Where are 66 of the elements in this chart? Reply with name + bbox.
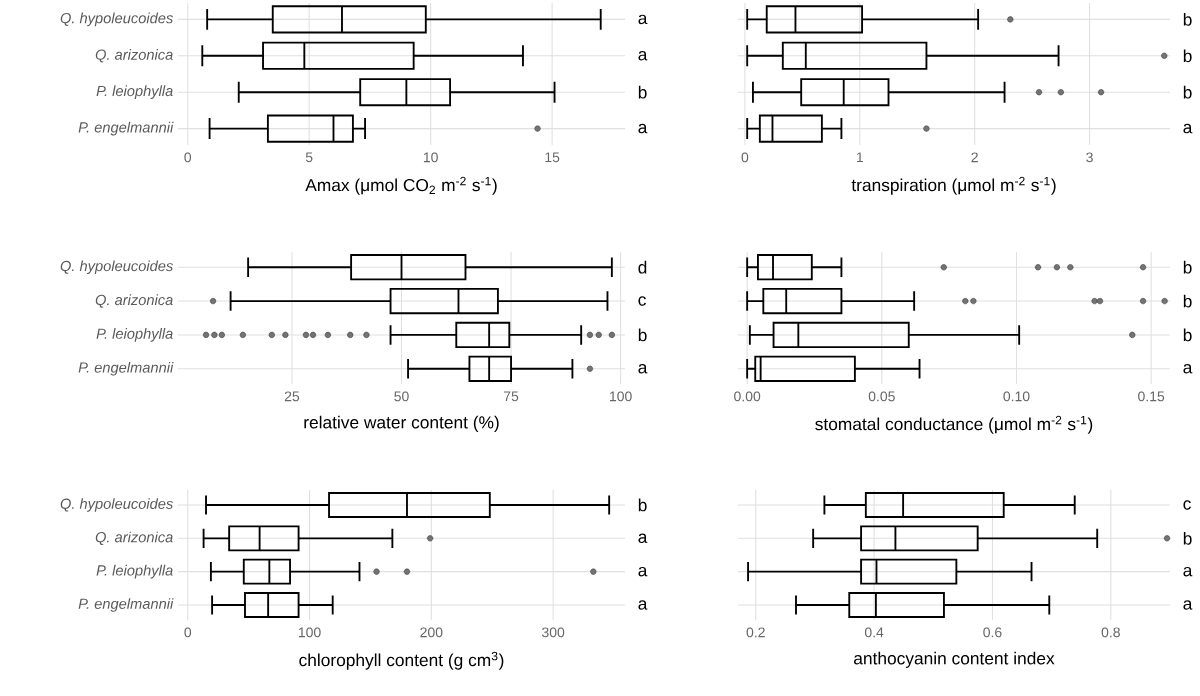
text: a [638,123,648,134]
text: a [638,533,648,544]
text: a [638,51,648,61]
x-tick-label: 0.6 [983,627,1002,638]
text: b [1183,260,1192,274]
y-tick-label: Q. arizonica [95,294,173,308]
y-tick-label: P. leiophylla [96,85,173,100]
x-tick-label: 2 [971,152,978,163]
y-tick-label: Q. hypoleucoides [60,260,173,275]
text: b [638,328,647,342]
y-tick-label: P. leiophylla [96,328,173,342]
text: a [1183,364,1193,374]
text: b [1183,531,1192,545]
x-tick-label: 200 [420,627,443,638]
x-tick-label: 0 [184,152,192,163]
x-axis-title: stomatal conductance (μmol m$^{-2}$ s$^{-1}$) [815,415,1093,434]
y-tick-label: P. engelmannii [78,598,174,612]
y-tick-label: P. leiophylla [96,564,173,579]
x-tick-label: 0.8 [1101,627,1120,638]
x-tick-label: 0.05 [868,391,895,402]
text: a [638,566,648,577]
y-tick-label: Q. arizonica [95,49,173,63]
text: a [1183,600,1193,610]
x-tick-label: 0 [741,152,749,163]
x-tick-label: 300 [541,627,565,638]
x-axis-title: transpiration (μmol m$^{-2}$ s$^{-1}$) [851,176,1056,195]
x-tick-label: 15 [545,152,560,163]
x-tick-label: 100 [298,627,321,638]
text: a [638,600,648,610]
y-tick-label: Q. hypoleucoides [60,12,173,27]
x-tick-label: 0.00 [734,391,761,402]
text: b [1183,294,1192,308]
text: b [1183,328,1192,342]
text: b [1183,85,1192,99]
x-tick-label: 5 [305,152,313,163]
x-axis-title: Amax (μmol CO$_{2}$ m$^{-2}$ s$^{-1}$) [305,176,497,195]
x-tick-label: 0.2 [746,627,765,638]
text: a [638,14,648,25]
x-tick-label: 0.10 [1003,391,1030,402]
x-tick-label: 0 [184,627,192,638]
y-tick-label: Q. hypoleucoides [60,498,173,512]
text: c [638,296,646,306]
text: b [1183,13,1192,26]
text: a [1183,123,1193,134]
text: d [638,260,647,274]
x-axis-title: relative water content (%) [304,415,499,432]
text: b [638,498,647,512]
text: b [1183,49,1192,63]
x-tick-label: 10 [423,152,438,163]
x-tick-label: 25 [284,391,300,402]
x-tick-label: 50 [394,391,409,402]
x-axis-title: chlorophyll content (g cm$^{3}$) [299,651,504,670]
text: a [1183,566,1193,577]
x-tick-label: 0.4 [864,627,884,638]
x-axis-title: anthocyanin content index [854,651,1055,668]
y-tick-label: P. engelmannii [78,121,174,136]
x-tick-label: 0.15 [1138,391,1165,402]
y-tick-label: Q. arizonica [95,531,173,546]
y-tick-label: P. engelmannii [78,361,174,376]
text: a [638,364,648,374]
text: c [1183,500,1191,510]
x-tick-label: 3 [1086,152,1093,163]
x-tick-label: 75 [503,391,519,402]
x-tick-label: 1 [856,152,863,162]
text: b [638,85,647,99]
x-tick-label: 100 [610,391,632,402]
